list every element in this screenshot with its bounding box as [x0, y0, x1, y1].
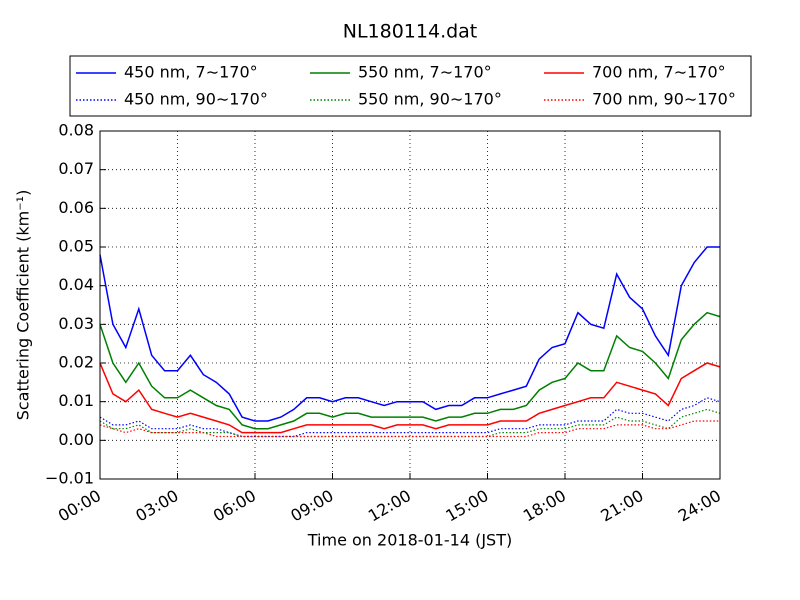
legend-label: 450 nm, 90∼170°	[124, 90, 268, 109]
y-tick-label: 0.05	[58, 237, 94, 256]
data-line	[99, 397, 721, 438]
data-line	[99, 246, 720, 422]
y-tick-label: −0.01	[45, 469, 94, 488]
y-axis-label: Scattering Coefficient (km⁻¹)	[14, 190, 33, 421]
chart-title: NL180114.dat	[343, 21, 478, 43]
legend-label: 700 nm, 7∼170°	[592, 63, 726, 82]
y-tick-label: 0.06	[58, 198, 94, 217]
legend-frame	[69, 55, 752, 117]
y-tick-label: 0.07	[58, 159, 94, 178]
y-tick-label: 0.08	[58, 121, 94, 140]
y-tick-label: 0.02	[58, 353, 94, 372]
y-tick-label: 0.01	[58, 391, 94, 410]
legend-label: 550 nm, 90∼170°	[358, 90, 502, 109]
y-tick-label: 0.00	[58, 430, 94, 449]
data-line	[99, 420, 720, 438]
plot-frame	[99, 130, 721, 480]
legend-label: 450 nm, 7∼170°	[124, 63, 258, 82]
data-line	[99, 311, 721, 430]
data-line	[99, 362, 721, 434]
y-tick-label: 0.04	[58, 275, 94, 294]
y-tick-label: 0.03	[58, 314, 94, 333]
legend-label: 700 nm, 90∼170°	[592, 90, 736, 109]
x-axis-label: Time on 2018-01-14 (JST)	[307, 531, 512, 550]
legend-label: 550 nm, 7∼170°	[358, 63, 492, 82]
